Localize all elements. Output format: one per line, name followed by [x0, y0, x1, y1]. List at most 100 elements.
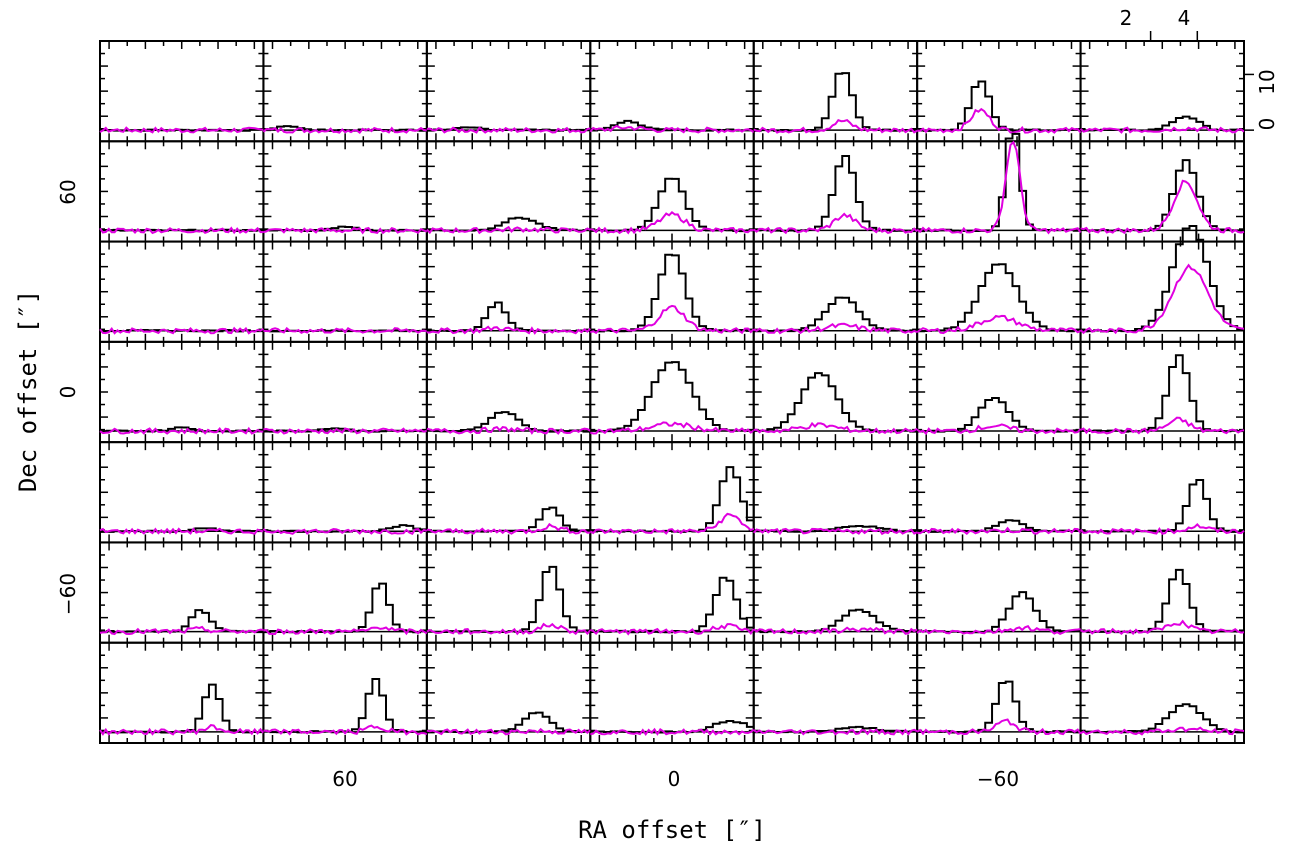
spectrum-line-black [590, 361, 754, 433]
panel-frame [589, 240, 755, 343]
spectrum-line-magenta [426, 425, 591, 435]
spectrum-line-black [753, 154, 918, 233]
spectrum-line-magenta [99, 625, 264, 636]
spectrum-line-black [917, 591, 1081, 634]
spectrum-line-magenta [1080, 726, 1245, 736]
spectrum-line-black [917, 519, 1081, 533]
spectrum-line-magenta [916, 314, 1082, 335]
y-tick-label-minus60: −60 [56, 573, 80, 615]
spectrum-line-magenta [589, 512, 755, 535]
inset-y-tick-label-10: 10 [1255, 69, 1279, 94]
y-tick-label-0: 0 [56, 386, 80, 399]
spectrum-line-magenta [1080, 179, 1245, 235]
spectrum-line-magenta [916, 526, 1082, 536]
panel-frame [99, 240, 265, 343]
spectrum-line-magenta [753, 421, 918, 435]
y-axis-label: Dec offset [″] [14, 290, 42, 492]
spectrum-line-magenta [263, 427, 428, 435]
panel-frame [916, 340, 1082, 444]
spectrum-line-magenta [99, 426, 264, 435]
panel-frame [262, 441, 428, 544]
spectrum-line-magenta [590, 727, 755, 737]
x-tick-label-0: 0 [668, 767, 681, 791]
spectrum-line-magenta [1079, 126, 1245, 134]
panel-frame [262, 340, 428, 444]
spectrum-line-black [263, 582, 427, 634]
spectrum-line-black [917, 263, 1081, 333]
spectrum-line-black [917, 397, 1081, 433]
panel-frame [589, 340, 755, 444]
panel-frame [1079, 541, 1245, 644]
spectrum-line-magenta [426, 522, 591, 535]
spectrum-line-black [1080, 354, 1244, 433]
x-tick-label-60: 60 [332, 767, 357, 791]
spectrum-line-magenta [916, 140, 1082, 235]
inset-x-tick-label-4: 4 [1178, 6, 1191, 30]
x-tick-label-minus60: −60 [977, 767, 1019, 791]
spectrum-line-black [753, 608, 918, 634]
spectrum-line-magenta [263, 226, 428, 235]
spectrum-line-magenta [262, 126, 428, 134]
spectrum-line-magenta [99, 126, 264, 134]
inset-y-tick-label-0: 0 [1255, 118, 1279, 131]
panel-frame [916, 441, 1082, 544]
panel-frame [589, 441, 755, 544]
spectrum-line-black [917, 680, 1081, 734]
y-tick-label-60: 60 [56, 179, 80, 204]
spectrum-line-magenta [426, 126, 591, 134]
panel-frame [589, 541, 755, 644]
spectrum-line-magenta [263, 724, 428, 736]
spectrum-line-magenta [916, 624, 1081, 636]
spectrum-line-black [917, 80, 1081, 132]
panel-frame [589, 641, 755, 745]
spectrum-line-black [263, 125, 427, 132]
panel-frame [916, 240, 1082, 343]
spectrum-line-black [753, 725, 918, 734]
spectrum-line-black [590, 177, 754, 233]
spectrum-line-black [100, 609, 264, 634]
spectrum-line-black [1080, 159, 1244, 233]
spectrum-line-magenta [426, 727, 591, 736]
spectrum-line-magenta [753, 212, 918, 235]
panel-frame [425, 40, 592, 143]
panel-frame [262, 641, 428, 745]
spectrum-line-magenta [753, 118, 918, 134]
spectrum-line-magenta [426, 225, 591, 235]
panel-frame [99, 140, 265, 243]
spectrum-line-black [590, 466, 754, 533]
spectrum-line-magenta [99, 326, 264, 335]
panel-frame [99, 40, 265, 143]
panel-frame [425, 340, 592, 444]
spectrum-line-magenta [590, 421, 755, 435]
spectrum-line-magenta [589, 623, 755, 636]
panel-frame [589, 140, 755, 243]
spectrum-line-magenta [917, 107, 1082, 134]
axis-labels: 60 0 −60 60 0 −60 2 4 0 10 RA offset [″]… [14, 6, 1279, 844]
spectrum-line-magenta [753, 322, 918, 335]
spectrum-line-black [426, 411, 591, 433]
x-axis-label: RA offset [″] [578, 816, 766, 844]
spectrum-line-magenta [590, 210, 754, 235]
spectrum-line-magenta [916, 423, 1082, 436]
spectrum-line-magenta [426, 325, 592, 335]
panel-frame [752, 541, 919, 644]
spectrum-line-black [590, 719, 754, 734]
spectrum-line-magenta [263, 326, 428, 334]
spectrum-line-magenta [426, 622, 592, 636]
spectrum-line-black [753, 72, 918, 132]
panel-grid [99, 40, 1245, 745]
panel-frame [262, 541, 428, 644]
inset-x-tick-label-2: 2 [1120, 6, 1133, 30]
spectrum-line-black [263, 677, 427, 734]
spectra-series [99, 72, 1245, 737]
spectrum-line-black [100, 683, 264, 734]
spectrum-line-black [426, 565, 591, 634]
panel-frame [425, 641, 592, 745]
spectrum-line-magenta [589, 124, 755, 134]
spectrum-line-black [426, 711, 591, 734]
spectrum-line-magenta [99, 527, 264, 535]
spectrum-line-magenta [1080, 619, 1245, 636]
spectrum-line-black [590, 253, 754, 333]
spectrum-line-magenta [1080, 416, 1245, 435]
